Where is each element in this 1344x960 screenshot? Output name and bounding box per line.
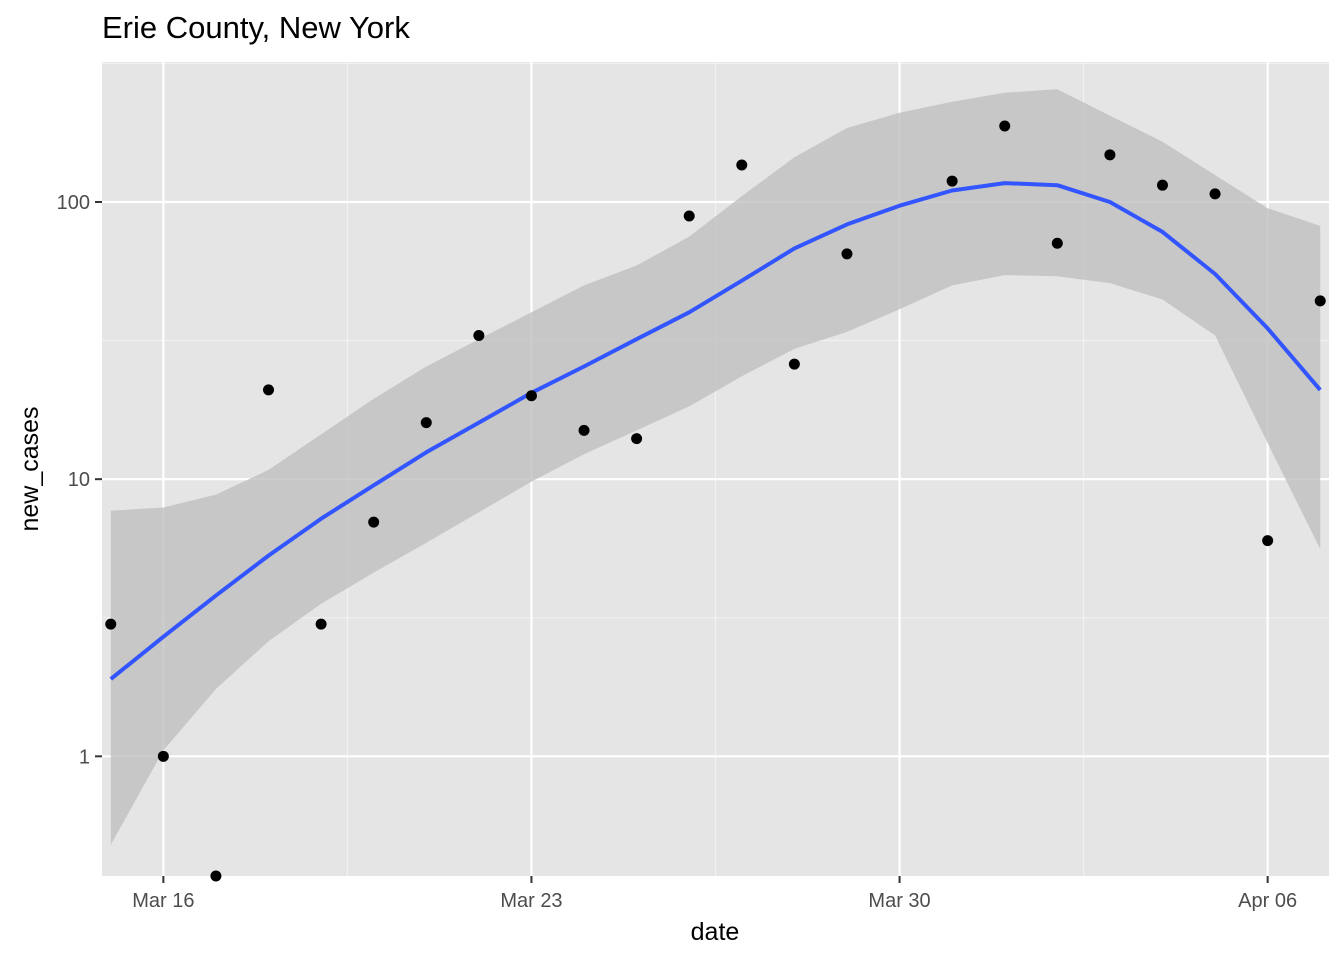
x-tick-label: Mar 23 (500, 890, 562, 912)
data-point (578, 424, 590, 436)
data-point (1262, 535, 1274, 547)
data-point (420, 417, 432, 429)
x-tick-label: Mar 16 (132, 890, 194, 912)
data-point (683, 210, 695, 222)
data-point (841, 248, 853, 260)
data-point (1051, 237, 1063, 249)
data-point (631, 433, 643, 445)
x-tick-label: Apr 06 (1238, 890, 1297, 912)
y-axis: 1 10 100 (57, 192, 102, 768)
data-point (473, 329, 485, 341)
y-tick-label: 10 (68, 469, 90, 491)
x-tick-label: Mar 30 (868, 890, 930, 912)
confidence-ribbon (110, 89, 1321, 845)
y-tick-label: 100 (57, 192, 90, 214)
data-point (1104, 149, 1116, 161)
chart-title: Erie County, New York (102, 10, 410, 45)
y-tick-label: 1 (79, 746, 90, 768)
data-point (946, 175, 958, 187)
data-point (157, 750, 169, 762)
data-point (263, 384, 275, 396)
data-point (999, 120, 1011, 132)
data-point (315, 618, 327, 630)
smooth-line (109, 181, 1322, 681)
data-point (1209, 188, 1221, 200)
data-point (368, 516, 380, 528)
data-point (105, 618, 117, 630)
data-point (525, 390, 537, 402)
y-axis-title: new_cases (16, 406, 44, 531)
data-point (210, 870, 222, 882)
x-axis-title: date (691, 918, 740, 946)
data-point (1156, 179, 1168, 191)
data-point (736, 159, 748, 171)
data-point (1314, 295, 1326, 307)
x-axis: Mar 16 Mar 23 Mar 30 Apr 06 (132, 876, 1297, 912)
points (105, 120, 1326, 882)
data-point (788, 358, 800, 370)
